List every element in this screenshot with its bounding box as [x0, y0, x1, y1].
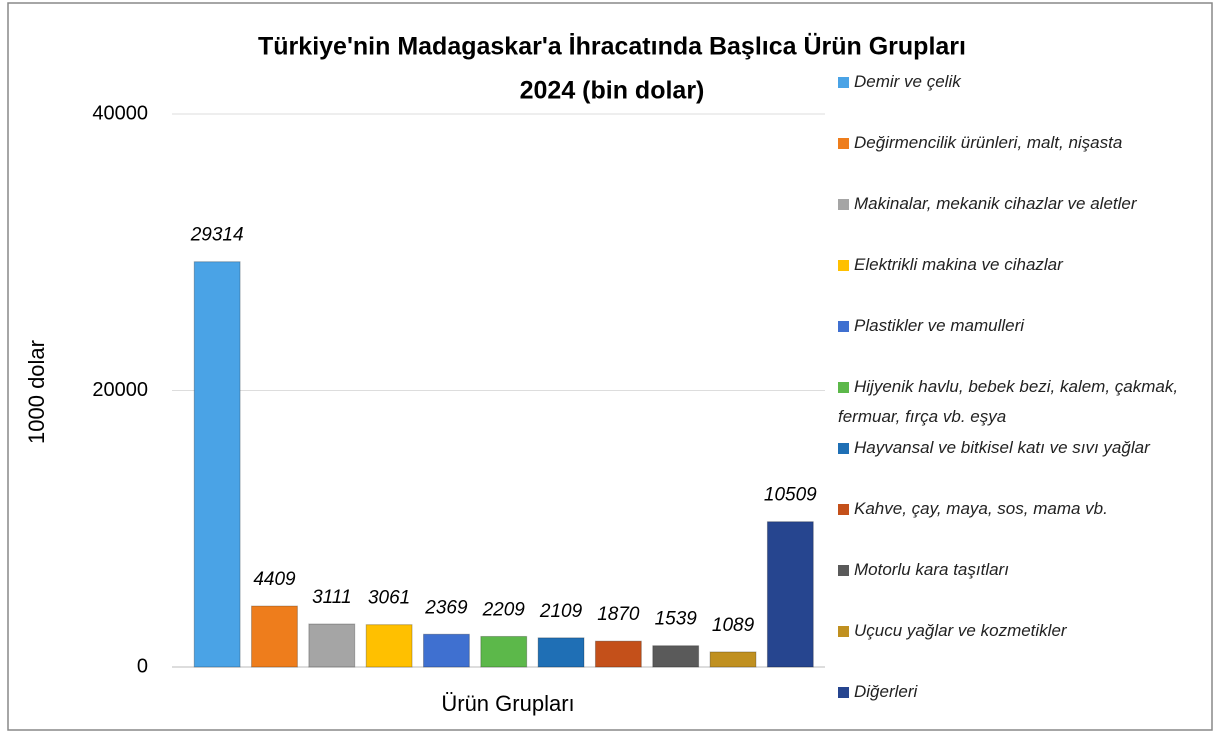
- bar: [709, 651, 757, 668]
- bar: [193, 261, 241, 668]
- data-label: 3111: [312, 587, 351, 608]
- x-axis-title: Ürün Grupları: [441, 691, 574, 716]
- data-label: 29314: [190, 225, 244, 246]
- legend-swatch: [838, 504, 849, 515]
- legend-item: Elektrikli makina ve cihazlar: [838, 250, 1203, 280]
- legend-item: Değirmencilik ürünleri, malt, nişasta: [838, 128, 1203, 158]
- legend-item: Hijyenik havlu, bebek bezi, kalem, çakma…: [838, 372, 1203, 432]
- y-tick-label: 40000: [92, 102, 148, 124]
- bar: [365, 624, 413, 668]
- data-label: 2209: [482, 599, 526, 620]
- legend-label: Diğerleri: [854, 682, 918, 701]
- y-tick-label: 0: [137, 655, 148, 677]
- data-label: 4409: [253, 569, 296, 590]
- y-axis-title: 1000 dolar: [24, 340, 49, 444]
- data-label: 2109: [539, 601, 583, 622]
- legend-swatch: [838, 382, 849, 393]
- legend-swatch: [838, 77, 849, 88]
- legend-label: Kahve, çay, maya, sos, mama vb.: [854, 499, 1108, 518]
- legend-item: Demir ve çelik: [838, 67, 1203, 97]
- y-tick-label: 20000: [92, 379, 148, 401]
- legend-label: Makinalar, mekanik cihazlar ve aletler: [854, 194, 1137, 213]
- legend-swatch: [838, 687, 849, 698]
- legend-swatch: [838, 565, 849, 576]
- legend-swatch: [838, 321, 849, 332]
- legend-label: Hijyenik havlu, bebek bezi, kalem, çakma…: [838, 377, 1179, 426]
- bar: [480, 635, 528, 668]
- legend-item: Hayvansal ve bitkisel katı ve sıvı yağla…: [838, 433, 1203, 463]
- legend-label: Demir ve çelik: [854, 72, 961, 91]
- data-label: 10509: [764, 485, 817, 506]
- data-label: 3061: [368, 588, 410, 609]
- bar: [423, 633, 470, 668]
- data-label: 2369: [424, 597, 468, 618]
- legend-swatch: [838, 626, 849, 637]
- legend-swatch: [838, 260, 849, 271]
- legend-swatch: [838, 138, 849, 149]
- data-label: 1870: [597, 604, 640, 625]
- legend-item: Makinalar, mekanik cihazlar ve aletler: [838, 189, 1203, 219]
- bar: [537, 637, 585, 668]
- bar: [251, 605, 298, 668]
- legend-item: Plastikler ve mamulleri: [838, 311, 1203, 341]
- chart-title: 2024 (bin dolar): [520, 77, 705, 105]
- legend-label: Plastikler ve mamulleri: [854, 316, 1025, 335]
- legend-label: Uçucu yağlar ve kozmetikler: [854, 621, 1067, 640]
- legend-swatch: [838, 443, 849, 454]
- bar: [766, 521, 814, 668]
- data-label: 1089: [712, 615, 755, 636]
- legend-label: Değirmencilik ürünleri, malt, nişasta: [854, 133, 1123, 152]
- legend-label: Hayvansal ve bitkisel katı ve sıvı yağla…: [854, 438, 1150, 457]
- legend-label: Motorlu kara taşıtları: [854, 560, 1009, 579]
- bar: [652, 645, 700, 668]
- legend-label: Elektrikli makina ve cihazlar: [854, 255, 1063, 274]
- legend-item: Diğerleri: [838, 677, 1203, 707]
- data-label: 1539: [655, 609, 698, 630]
- bar: [308, 623, 356, 668]
- legend-item: Motorlu kara taşıtları: [838, 555, 1203, 585]
- legend-item: Uçucu yağlar ve kozmetikler: [838, 616, 1203, 646]
- bar: [594, 640, 642, 668]
- legend-item: Kahve, çay, maya, sos, mama vb.: [838, 494, 1203, 524]
- chart-title: Türkiye'nin Madagaskar'a İhracatında Baş…: [258, 32, 966, 61]
- legend-swatch: [838, 199, 849, 210]
